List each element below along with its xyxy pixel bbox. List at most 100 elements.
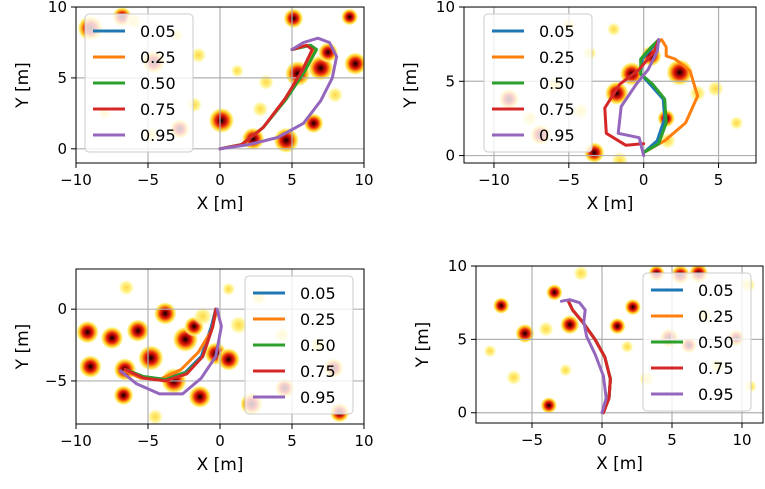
x-tick-label: −10 <box>60 432 92 450</box>
axes-frame <box>475 265 764 424</box>
y-tick-label: 10 <box>436 0 455 16</box>
heatmap-blob <box>228 314 249 336</box>
heatmap-blob <box>343 52 364 76</box>
legend-label: 0.25 <box>539 48 575 67</box>
legend: 0.05 0.25 0.50 0.75 0.95 <box>642 272 752 412</box>
heatmap-blob <box>666 58 694 86</box>
x-axis-label: X [m] <box>596 454 643 474</box>
heatmap-blob <box>153 301 177 326</box>
subplot-3: −10 −5 0 5 10−50X [m]Y [m]0.050.250.500.750.… <box>13 268 374 475</box>
subplots-container: −10 −5 0 5 10 0 5 10 X [m] Y [m] 0.05 0.25 0.50 0.75 0… <box>13 0 764 475</box>
legend-label: 0.25 <box>300 310 336 329</box>
x-tick-label: −5 <box>521 431 543 449</box>
x-tick-label: 10 <box>732 431 751 449</box>
heatmap-blob <box>192 306 213 327</box>
legend-label: 0.05 <box>300 284 336 303</box>
heatmap-blob <box>117 279 136 297</box>
y-tick-label: 0 <box>57 300 67 318</box>
y-tick-label: 10 <box>448 257 467 275</box>
legend-label: 0.95 <box>140 126 176 145</box>
y-tick-label: 5 <box>457 330 467 348</box>
legend: 0.05 0.25 0.50 0.75 0.95 <box>244 275 354 415</box>
heatmap-blob <box>100 326 124 350</box>
legend-label: 0.25 <box>698 307 734 326</box>
heatmap-blob <box>546 284 563 301</box>
heatmap-blob <box>76 320 100 344</box>
series-line-0.95 <box>218 36 339 151</box>
heatmap-blob <box>257 73 275 91</box>
x-tick-label: 0 <box>215 171 225 189</box>
y-tick-label: 5 <box>57 69 67 87</box>
obstacle-heatmap <box>483 266 758 414</box>
heatmap-blob <box>706 79 725 98</box>
series-line-0.75 <box>218 43 314 151</box>
heatmap-blob <box>505 369 523 386</box>
x-tick-label: −5 <box>558 171 580 189</box>
legend-label: 0.95 <box>539 126 575 145</box>
heatmap-blob <box>340 8 359 26</box>
legend-label: 0.50 <box>539 74 575 93</box>
legend-label: 0.25 <box>140 48 176 67</box>
x-axis-label: X [m] <box>587 194 634 214</box>
heatmap-blob <box>113 385 134 406</box>
heatmap-blob <box>230 63 245 79</box>
heatmap-blob <box>78 355 102 379</box>
x-tick-label: 5 <box>667 431 677 449</box>
heatmap-blob <box>283 8 304 29</box>
x-tick-label: −10 <box>60 171 92 189</box>
heatmap-blob <box>188 385 212 409</box>
heatmap-blob <box>189 46 208 64</box>
y-axis-label: Y [m] <box>13 324 33 371</box>
y-axis-label: Y [m] <box>401 62 421 109</box>
heatmap-blob <box>251 100 269 118</box>
x-tick-label: 5 <box>287 171 297 189</box>
y-tick-label: 10 <box>48 0 67 16</box>
x-tick-label: −5 <box>137 432 159 450</box>
y-axis-label: Y [m] <box>413 322 433 369</box>
heatmap-blob <box>610 151 629 163</box>
x-tick-label: 10 <box>354 171 373 189</box>
heatmap-blob <box>558 363 573 378</box>
y-tick-label: 0 <box>57 140 67 158</box>
y-tick-label: −5 <box>45 372 67 390</box>
x-axis-label: X [m] <box>197 194 244 214</box>
x-axis-label: X [m] <box>197 455 244 475</box>
series-line-0.95 <box>559 298 608 415</box>
legend-label: 0.95 <box>698 385 734 404</box>
heatmap-blob <box>606 21 622 37</box>
legend-label: 0.75 <box>140 100 176 119</box>
legend-box <box>483 13 593 153</box>
subplot-4: −5 0 5 10 0 5 10 X [m] Y [m] 0.05 0.25 0.50 0.75 0.95 <box>413 257 764 474</box>
y-tick-label: 0 <box>457 404 467 422</box>
legend-label: 0.75 <box>300 362 336 381</box>
legend-box <box>244 275 354 415</box>
y-tick-label: 5 <box>445 72 455 90</box>
x-tick-label: −10 <box>478 171 510 189</box>
series-line-0.75 <box>603 38 661 147</box>
heatmap-blob <box>515 323 535 344</box>
legend-label: 0.95 <box>300 388 336 407</box>
heatmap-blob <box>609 317 626 335</box>
heatmap-blob <box>492 297 510 315</box>
axes-frame <box>463 6 757 164</box>
heatmap-blob <box>729 115 745 131</box>
legend-label: 0.50 <box>140 74 176 93</box>
legend-box <box>642 272 752 412</box>
series-line-0.95 <box>119 307 223 396</box>
heatmap-blob <box>560 314 580 335</box>
series-line-0.75 <box>566 299 612 415</box>
x-tick-label: 0 <box>215 432 225 450</box>
legend-label: 0.50 <box>300 336 336 355</box>
series-line-0.50 <box>639 38 668 155</box>
x-tick-label: 0 <box>639 171 649 189</box>
legend-label: 0.05 <box>539 22 575 41</box>
heatmap-blob <box>303 113 324 134</box>
heatmap-blob <box>221 281 236 297</box>
y-tick-label: 0 <box>445 147 455 165</box>
heatmap-blob <box>146 408 164 424</box>
legend-label: 0.05 <box>140 22 176 41</box>
heatmap-blob <box>537 320 555 338</box>
x-tick-label: 5 <box>714 171 724 189</box>
